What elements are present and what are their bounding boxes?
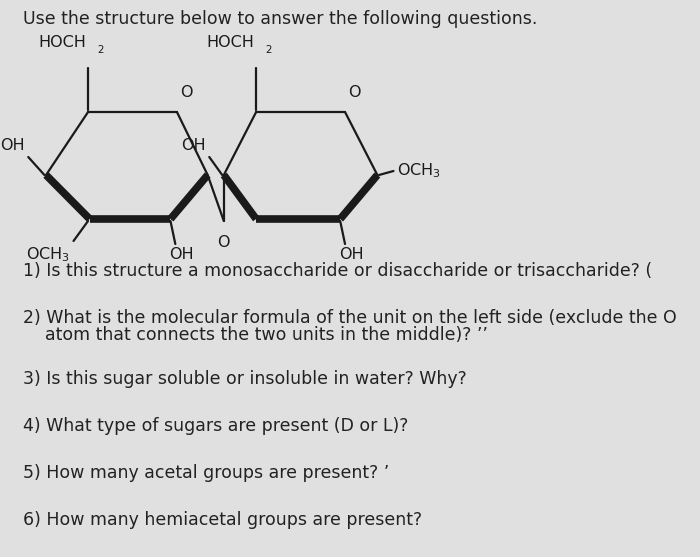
Text: OH: OH: [181, 138, 206, 153]
Text: OCH$_3$: OCH$_3$: [26, 245, 70, 263]
Text: OH: OH: [340, 247, 364, 262]
Text: atom that connects the two units in the middle)? ’’: atom that connects the two units in the …: [23, 326, 489, 344]
Text: 4) What type of sugars are present (D or L)?: 4) What type of sugars are present (D or…: [23, 417, 409, 435]
Text: 3) Is this sugar soluble or insoluble in water? Why?: 3) Is this sugar soluble or insoluble in…: [23, 370, 467, 388]
Text: 6) How many hemiacetal groups are present?: 6) How many hemiacetal groups are presen…: [23, 511, 423, 529]
Text: Use the structure below to answer the following questions.: Use the structure below to answer the fo…: [23, 10, 538, 28]
Text: HOCH: HOCH: [38, 35, 86, 50]
Text: 1) Is this structure a monosaccharide or disaccharide or trisaccharide? (: 1) Is this structure a monosaccharide or…: [23, 262, 652, 280]
Text: OCH$_3$: OCH$_3$: [397, 162, 441, 180]
Text: HOCH: HOCH: [206, 35, 255, 50]
Text: O: O: [349, 85, 361, 100]
Text: $_2$: $_2$: [265, 41, 272, 56]
Text: OH: OH: [169, 247, 194, 262]
Text: $_2$: $_2$: [97, 41, 104, 56]
Text: 2) What is the molecular formula of the unit on the left side (exclude the O: 2) What is the molecular formula of the …: [23, 309, 677, 327]
Text: O: O: [218, 235, 230, 250]
Text: O: O: [180, 85, 193, 100]
Text: OH: OH: [1, 138, 25, 153]
Text: 5) How many acetal groups are present? ’: 5) How many acetal groups are present? ’: [23, 464, 390, 482]
